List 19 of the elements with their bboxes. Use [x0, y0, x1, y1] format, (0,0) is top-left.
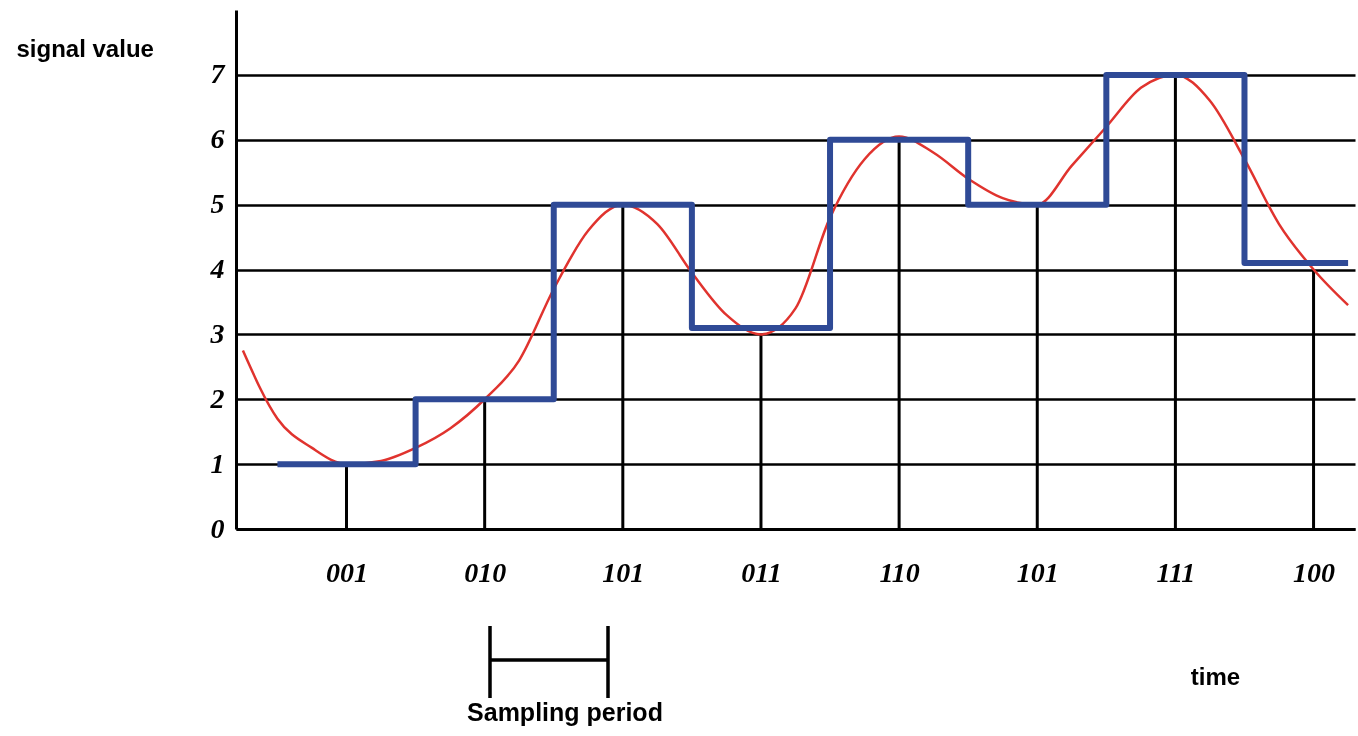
y-tick-label: 4	[209, 253, 225, 284]
x-tick-label: 001	[326, 556, 369, 588]
y-tick-label: 7	[210, 58, 226, 90]
y-tick-label: 6	[210, 123, 225, 155]
x-tick-label: 101	[602, 556, 645, 588]
x-tick-label: 111	[1156, 556, 1196, 588]
y-tick-label: 3	[209, 317, 225, 349]
y-axis-title: signal value	[16, 34, 154, 62]
y-tick-label: 1	[210, 447, 225, 479]
y-tick-label: 0	[210, 512, 225, 544]
x-tick-label: 011	[741, 556, 782, 588]
x-axis-title: time	[1190, 662, 1241, 690]
x-tick-label: 010	[464, 556, 507, 588]
x-tick-label: 100	[1293, 556, 1336, 588]
y-tick-label: 5	[210, 188, 225, 220]
y-tick-label: 2	[209, 382, 225, 414]
x-tick-label: 101	[1016, 556, 1059, 588]
x-tick-label: 110	[879, 556, 920, 588]
text: Sampling period	[466, 698, 664, 727]
